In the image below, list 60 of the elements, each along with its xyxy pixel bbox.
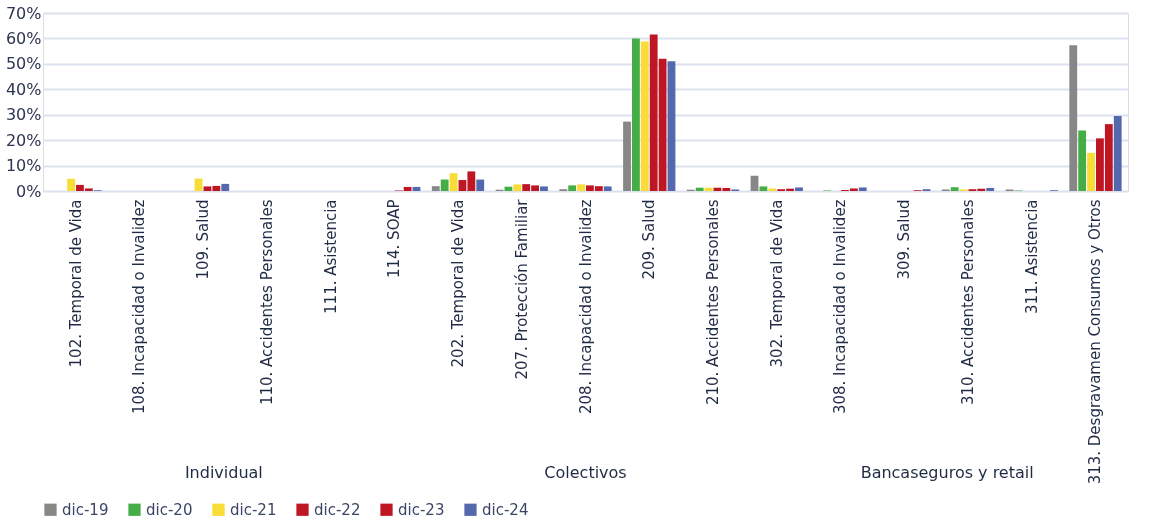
- x-tick-label: 309. Salud: [895, 199, 914, 280]
- x-tick-label: 109. Salud: [194, 199, 213, 280]
- x-tick-label: 114. SOAP: [385, 199, 404, 279]
- x-tick-label: 102. Temporal de Vida: [66, 199, 85, 368]
- legend-label: dic-23: [398, 500, 445, 519]
- bar: [986, 187, 995, 191]
- bar: [768, 188, 777, 191]
- text: Individual: [184, 463, 263, 482]
- bar: [568, 185, 577, 191]
- x-tick-label: 208. Incapacidad o Invalidez: [576, 199, 595, 415]
- x-tick-label: 111. Asistencia: [321, 199, 340, 314]
- bar: [795, 187, 803, 191]
- bar: [449, 173, 458, 191]
- bar: [603, 186, 612, 191]
- x-tick-label: 210. Accidentes Personales: [704, 199, 722, 406]
- y-tick-label: 10%: [5, 156, 42, 176]
- bar: [476, 179, 485, 191]
- y-tick-label: 0%: [16, 181, 42, 201]
- x-tick-label: 209. Salud: [640, 199, 659, 280]
- bar: [540, 186, 548, 191]
- bar: [858, 187, 867, 191]
- bar: [950, 187, 959, 191]
- bar: [1069, 45, 1078, 191]
- bar: [440, 179, 449, 191]
- x-tick-label: 207. Protección Familiar: [512, 198, 531, 380]
- x-tick-label: 110. Accidentes Personales: [257, 199, 276, 406]
- y-tick-label: 40%: [5, 79, 42, 99]
- x-tick-label: 313. Desgravamen Consumos y Otros: [1086, 199, 1105, 485]
- x-tick-label: 202. Temporal de Vida: [449, 199, 467, 368]
- legend-label: dic-22: [314, 500, 361, 519]
- bar: [1078, 130, 1087, 191]
- bar: [623, 121, 631, 191]
- bar: [1087, 152, 1095, 191]
- legend-label: dic-21: [230, 500, 277, 519]
- legend-label: dic-20: [146, 500, 193, 519]
- bar: [513, 184, 522, 191]
- text: Bancaseguros y retail: [860, 463, 1034, 482]
- legend-label: dic-24: [482, 500, 529, 519]
- bar: [1113, 115, 1122, 191]
- legend-label: dic-19: [62, 500, 109, 519]
- y-tick-label: 30%: [5, 105, 42, 125]
- bar: [759, 186, 768, 191]
- y-tick-label: 20%: [5, 130, 42, 150]
- bar: [67, 178, 75, 191]
- bar: [577, 184, 585, 191]
- x-tick-label: 108. Incapacidad o Invalidez: [130, 199, 149, 415]
- bar: [632, 38, 640, 191]
- y-tick-label: 60%: [5, 28, 42, 48]
- x-tick-label: 311. Asistencia: [1022, 199, 1041, 314]
- bar: [667, 61, 676, 191]
- bar: [695, 187, 704, 191]
- y-tick-label: 50%: [5, 54, 42, 74]
- y-tick-label: 70%: [5, 3, 42, 23]
- bar: [640, 41, 649, 191]
- x-tick-label: 308. Incapacidad o Invalidez: [831, 199, 850, 415]
- text: Colectivos: [544, 463, 627, 482]
- x-tick-label: 310. Accidentes Personales: [958, 199, 977, 406]
- bar: [221, 183, 230, 191]
- x-tick-label: 302. Temporal de Vida: [767, 199, 786, 368]
- bar: [431, 186, 440, 191]
